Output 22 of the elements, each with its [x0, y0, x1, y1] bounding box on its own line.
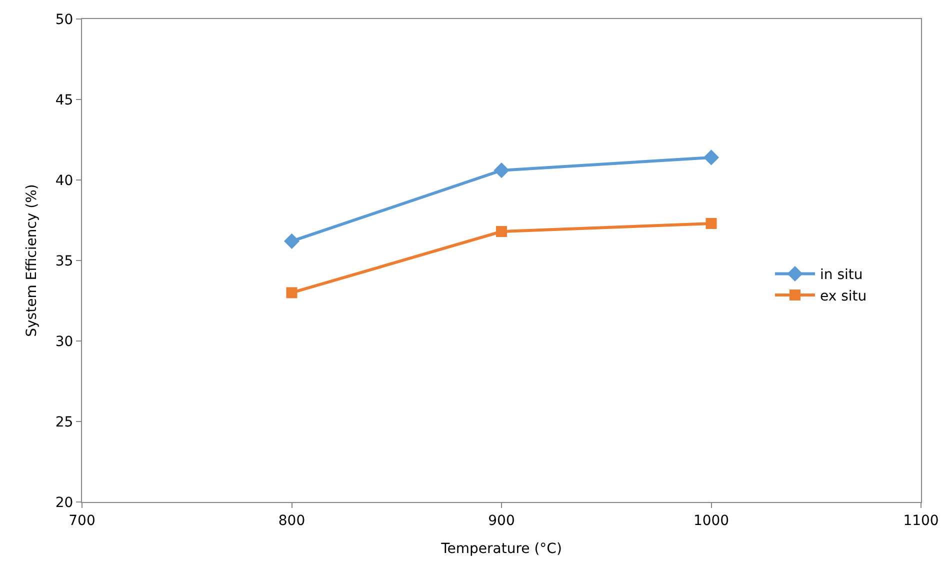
y-tick-label: 35: [55, 253, 74, 270]
point: [496, 226, 507, 238]
legend-label: in situ: [820, 267, 863, 284]
y-tick-label: 30: [55, 334, 74, 350]
y-tick-label: 45: [55, 92, 74, 108]
x-tick-label: 700: [68, 512, 96, 529]
y-tick-label: 25: [55, 414, 74, 430]
point: [706, 218, 717, 229]
point: [494, 162, 510, 178]
y-tick-label: 40: [55, 172, 74, 189]
x-axis-title: Temperature (°C): [440, 541, 562, 558]
y-tick-label: 50: [55, 12, 74, 28]
x-tick-label: 800: [278, 512, 306, 529]
point: [284, 233, 300, 249]
point: [286, 287, 298, 298]
y-axis-title: System Efficiency (%): [24, 184, 40, 337]
x-tick-label: 900: [488, 512, 515, 529]
x-tick-label: 1000: [693, 512, 730, 529]
point: [703, 150, 720, 166]
y-tick-label: 20: [55, 494, 74, 511]
legend-label: ex situ: [820, 288, 867, 304]
x-tick-label: 1100: [903, 512, 939, 529]
